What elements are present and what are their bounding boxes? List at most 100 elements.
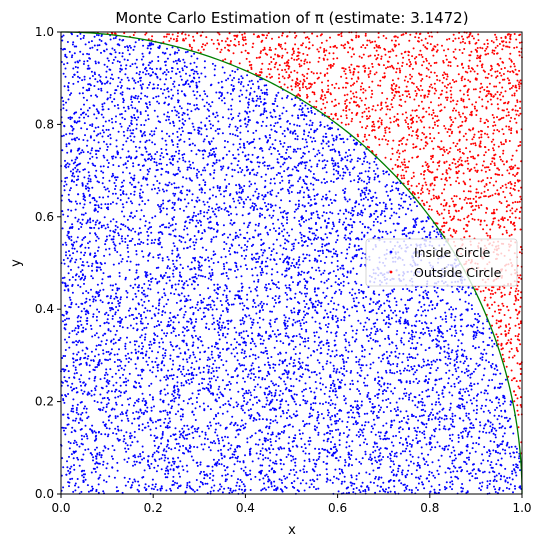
inside-point xyxy=(213,321,215,324)
inside-point xyxy=(72,168,75,171)
inside-point xyxy=(309,440,312,442)
inside-point xyxy=(211,194,214,197)
inside-point xyxy=(229,382,232,385)
inside-point xyxy=(315,488,318,491)
inside-point xyxy=(467,390,470,393)
inside-point xyxy=(297,282,300,285)
inside-point xyxy=(186,361,189,363)
inside-point xyxy=(391,189,394,192)
inside-point xyxy=(340,482,343,485)
inside-point xyxy=(221,491,224,494)
inside-point xyxy=(90,328,93,330)
inside-point xyxy=(278,363,281,366)
inside-point xyxy=(163,102,166,105)
inside-point xyxy=(342,361,345,364)
inside-point xyxy=(429,334,431,337)
inside-point xyxy=(153,405,155,408)
inside-point xyxy=(372,224,375,227)
inside-point xyxy=(198,264,200,267)
inside-point xyxy=(250,245,253,247)
inside-point xyxy=(293,474,296,476)
inside-point xyxy=(134,185,137,188)
inside-point xyxy=(509,452,511,455)
inside-point xyxy=(274,295,277,298)
inside-point xyxy=(351,416,354,419)
inside-point xyxy=(294,103,297,106)
inside-point xyxy=(348,463,351,466)
inside-point xyxy=(454,368,457,370)
inside-point xyxy=(231,70,234,72)
inside-point xyxy=(62,34,65,37)
inside-point xyxy=(330,441,332,443)
inside-point xyxy=(376,167,379,170)
inside-point xyxy=(157,231,160,234)
inside-point xyxy=(176,143,179,146)
inside-point xyxy=(350,454,353,457)
inside-point xyxy=(373,170,375,172)
inside-point xyxy=(463,405,466,408)
inside-point xyxy=(319,124,322,127)
inside-point xyxy=(114,228,117,231)
inside-point xyxy=(285,486,288,489)
inside-point xyxy=(318,254,321,257)
inside-point xyxy=(181,427,184,430)
inside-point xyxy=(327,348,330,351)
inside-point xyxy=(176,89,179,92)
inside-point xyxy=(423,303,426,306)
inside-point xyxy=(249,391,252,394)
inside-point xyxy=(97,34,100,37)
inside-point xyxy=(61,381,64,384)
inside-point xyxy=(352,267,355,270)
inside-point xyxy=(197,230,200,232)
inside-point xyxy=(135,367,138,370)
inside-point xyxy=(80,302,83,305)
inside-point xyxy=(307,440,310,443)
inside-point xyxy=(482,410,485,413)
inside-point xyxy=(294,464,297,467)
inside-point xyxy=(239,167,242,169)
inside-point xyxy=(130,98,133,101)
inside-point xyxy=(356,160,359,163)
inside-point xyxy=(73,180,75,183)
inside-point xyxy=(87,312,90,315)
inside-point xyxy=(204,482,207,485)
inside-point xyxy=(316,128,319,131)
inside-point xyxy=(80,108,82,111)
inside-point xyxy=(376,340,379,343)
inside-point xyxy=(172,229,175,232)
inside-point xyxy=(461,469,463,471)
inside-point xyxy=(155,427,158,430)
inside-point xyxy=(431,308,434,311)
inside-point xyxy=(448,391,451,394)
inside-point xyxy=(208,328,210,331)
inside-point xyxy=(92,313,95,316)
inside-point xyxy=(218,366,221,369)
inside-point xyxy=(434,360,437,363)
inside-point xyxy=(105,371,108,374)
inside-point xyxy=(433,491,436,494)
inside-point xyxy=(273,480,276,483)
inside-point xyxy=(156,335,159,338)
inside-point xyxy=(420,366,423,369)
inside-point xyxy=(100,113,103,116)
inside-point xyxy=(195,461,198,464)
inside-point xyxy=(273,485,276,487)
inside-point xyxy=(260,238,263,241)
inside-point xyxy=(493,414,496,417)
inside-point xyxy=(384,219,387,222)
inside-point xyxy=(489,421,492,424)
inside-point xyxy=(240,351,243,354)
inside-point xyxy=(193,52,196,55)
inside-point xyxy=(286,261,289,264)
inside-point xyxy=(320,273,323,276)
inside-point xyxy=(372,445,375,448)
inside-point xyxy=(240,331,243,334)
inside-point xyxy=(223,190,226,193)
inside-point xyxy=(307,369,310,372)
inside-point xyxy=(180,408,183,410)
inside-point xyxy=(451,425,454,428)
inside-point xyxy=(449,362,452,365)
inside-point xyxy=(498,426,501,429)
inside-point xyxy=(322,195,324,198)
inside-point xyxy=(131,202,134,205)
